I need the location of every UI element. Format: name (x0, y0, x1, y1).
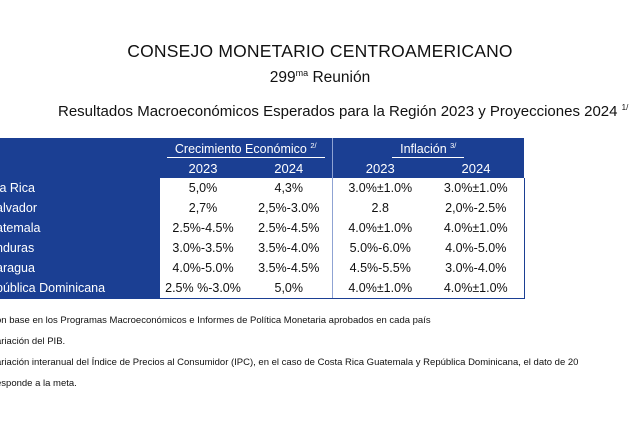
group-header-growth-label: Crecimiento Económico (174, 141, 307, 156)
year-header: 2023 (160, 158, 246, 178)
country-cell: pública Dominicana (0, 278, 160, 299)
value-cell: 3.0%-4.0% (428, 258, 525, 278)
year-header: 2024 (428, 158, 524, 178)
value-cell: 5.0%-6.0% (331, 238, 428, 258)
meeting-label: 299ma Reunión (0, 68, 640, 87)
table-row: nduras3.0%-3.5%3.5%-4.0%5.0%-6.0%4.0%-5.… (0, 238, 525, 258)
value-cell: 4.0%±1.0% (428, 218, 525, 238)
value-cell: 4.0%±1.0% (331, 218, 428, 238)
country-cell: atemala (0, 218, 160, 238)
country-cell: aragua (0, 258, 160, 278)
group-header-growth: Crecimiento Económico 2/ (160, 138, 332, 158)
value-cell: 2,7% (160, 198, 246, 218)
value-cell: 2.5% %-3.0% (160, 278, 246, 299)
value-cell: 3.0%-3.5% (160, 238, 246, 258)
report-title: CONSEJO MONETARIO CENTROAMERICANO (127, 41, 513, 61)
subtitle-footnote-ref: 1/ (621, 103, 629, 112)
meeting-suffix: ma (295, 68, 309, 78)
meeting-number: 299 (269, 69, 296, 86)
country-cell: ta Rica (0, 178, 160, 198)
value-cell: 4.0%-5.0% (160, 258, 246, 278)
footnote-2: ariación del PIB. (0, 336, 66, 347)
value-cell: 2,5%-3.0% (246, 198, 332, 218)
value-cell: 4.0%±1.0% (331, 278, 428, 299)
footnote-1: on base en los Programas Macroeconómicos… (0, 315, 431, 326)
value-cell: 3.0%±1.0% (331, 178, 428, 198)
group-header-inflation-label: Inflación (400, 141, 447, 156)
group-header-inflation: Inflación 3/ (331, 138, 524, 158)
growth-footnote-ref: 2/ (310, 140, 317, 150)
table-subtitle: Resultados Macroeconómicos Esperados par… (58, 103, 640, 120)
corner-cell (0, 138, 160, 158)
value-cell: 2.5%-4.5% (160, 218, 246, 238)
value-cell: 4,3% (246, 178, 332, 198)
value-cell: 5,0% (160, 178, 246, 198)
corner-cell (0, 158, 160, 178)
value-cell: 3.5%-4.5% (246, 258, 332, 278)
value-cell: 3.5%-4.0% (246, 238, 332, 258)
value-cell: 2.5%-4.5% (246, 218, 332, 238)
table-row: alvador 2,7% 2,5%-3.0% 2.8 2,0%-2.5% (0, 198, 525, 218)
value-cell: 5,0% (246, 278, 332, 299)
country-cell: nduras (0, 238, 160, 258)
subtitle-text: Resultados Macroeconómicos Esperados par… (58, 103, 618, 120)
footnote-3: ariación interanual del Índice de Precio… (0, 357, 579, 368)
value-cell: 2,0%-2.5% (428, 198, 525, 218)
table-row: pública Dominicana 2.5% %-3.0% 5,0% 4.0%±1.… (0, 278, 525, 299)
table-row: atemala 2.5%-4.5% 2.5%-4.5% 4.0%±1.0% 4.0%±1… (0, 218, 525, 238)
year-header-row: 2023 2024 2023 2024 (0, 158, 524, 178)
value-cell: 4.0%-5.0% (428, 238, 525, 258)
meeting-word: Reunión (308, 69, 371, 86)
value-cell: 4.0%±1.0% (428, 278, 525, 299)
country-cell: alvador (0, 198, 160, 218)
value-cell: 2.8 (331, 198, 428, 218)
results-table: Crecimiento Económico 2/ Inflación 3/ 20… (0, 138, 525, 299)
value-cell: 3.0%±1.0% (428, 178, 525, 198)
value-cell: 4.5%-5.5% (331, 258, 428, 278)
table-row: aragua4.0%-5.0%3.5%-4.5%4.5%-5.5%3.0%-4.… (0, 258, 525, 278)
year-header: 2023 (331, 158, 428, 178)
footnote-4: esponde a la meta. (0, 378, 77, 389)
year-header: 2024 (246, 158, 332, 178)
group-header-row: Crecimiento Económico 2/ Inflación 3/ (0, 138, 524, 158)
inflation-footnote-ref: 3/ (450, 140, 457, 150)
